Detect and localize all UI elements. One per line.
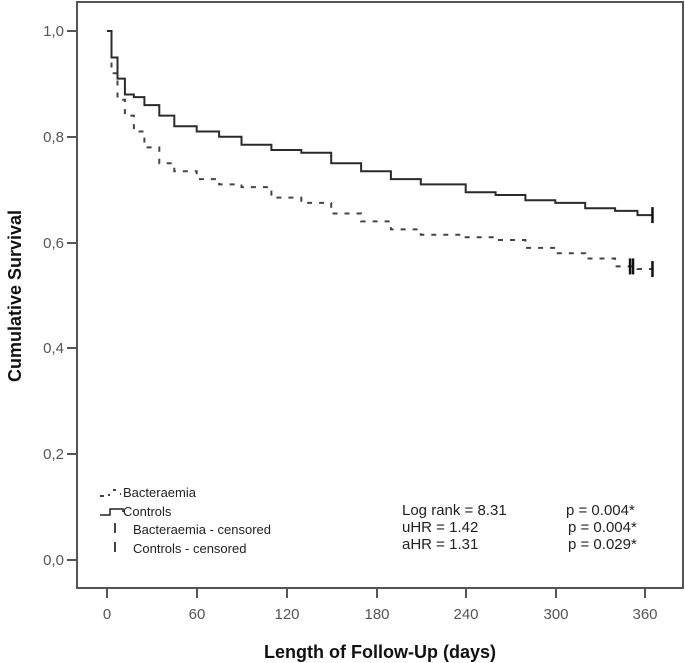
- stats-annotation: Log rank = 8.31 uHR = 1.42 aHR = 1.31 p …: [402, 502, 637, 553]
- x-tick-label: 180: [364, 606, 389, 623]
- legend: Bacteraemia Controls Bacteraemia - censo…: [100, 485, 271, 556]
- legend-label: Bacteraemia: [123, 485, 197, 500]
- x-tick-label: 300: [543, 606, 568, 623]
- step-line-icon: [100, 508, 124, 516]
- x-tick-label: 360: [632, 606, 657, 623]
- y-tick-label: 0,4: [43, 340, 64, 357]
- legend-label: Bacteraemia - censored: [133, 522, 271, 537]
- legend-label: Controls: [123, 504, 172, 519]
- stat-label: Log rank = 8.31: [402, 502, 507, 519]
- p-value: p = 0.004*: [568, 519, 637, 536]
- series-layer: [107, 30, 654, 278]
- x-tick-label: 120: [274, 606, 299, 623]
- y-tick-label: 0,0: [43, 552, 64, 569]
- x-tick-label: 60: [189, 606, 206, 623]
- stat-label: aHR = 1.31: [402, 536, 478, 553]
- p-value: p = 0.029*: [568, 536, 637, 553]
- y-axis-title: Cumulative Survival: [5, 210, 25, 382]
- y-axis: 1,0 0,8 0,6 0,4 0,2 0,0: [43, 23, 77, 569]
- stat-label: uHR = 1.42: [402, 519, 478, 536]
- plot-frame: [76, 1, 684, 589]
- y-tick-label: 0,8: [43, 129, 64, 146]
- y-tick-label: 0,6: [43, 235, 64, 252]
- y-tick-label: 0,2: [43, 446, 64, 463]
- bacteraemia-curve: [107, 30, 653, 270]
- x-axis: 0 60 120 180 240 300 360: [103, 588, 658, 623]
- controls-curve: [107, 30, 653, 217]
- bacteraemia-censor-marks: [628, 258, 654, 278]
- x-tick-label: 0: [103, 606, 111, 623]
- x-axis-title: Length of Follow-Up (days): [264, 642, 496, 662]
- y-tick-label: 1,0: [43, 23, 64, 40]
- dashed-line-icon: [100, 489, 121, 497]
- legend-label: Controls - censored: [133, 541, 246, 556]
- p-value: p = 0.004*: [566, 502, 635, 519]
- x-tick-label: 240: [453, 606, 478, 623]
